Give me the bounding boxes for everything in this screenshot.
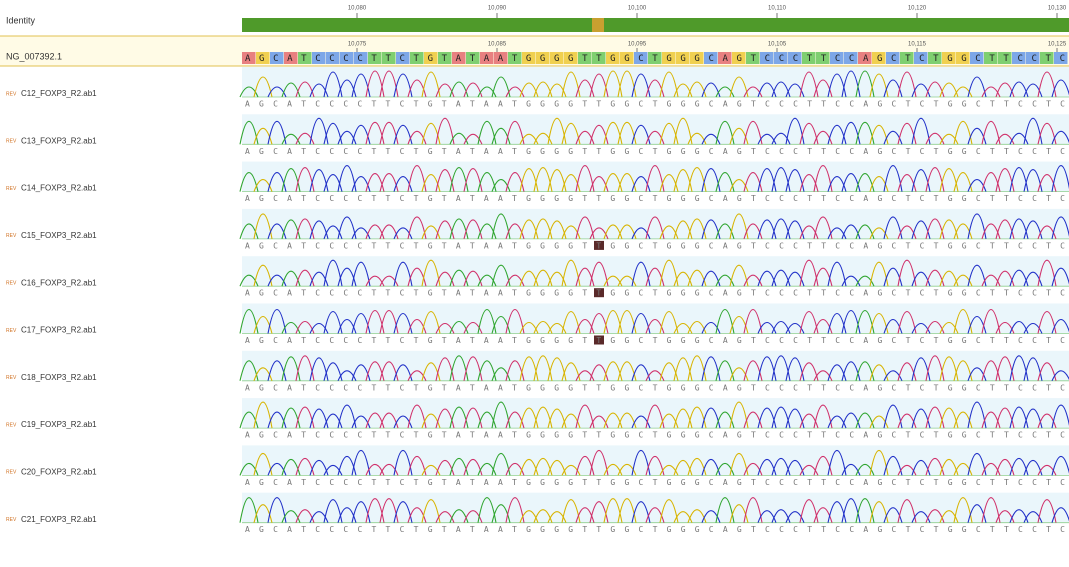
row-label: C21_FOXP3_R2.ab1 [21,515,97,524]
ruler-label: 10,095 [628,42,647,48]
row-tag: REV [6,139,17,145]
row-tag: REV [6,91,17,97]
ruler-label: 10,075 [348,42,367,48]
ruler-label: 10,080 [348,6,367,12]
ruler-label: 10,115 [908,42,927,48]
ruler-label: 10,105 [768,42,787,48]
alignment-view: Identity NG_007392.1 10,080 10,090 10,100 1… [0,0,1069,567]
row-tag: REV [6,281,17,287]
row-label: C17_FOXP3_R2.ab1 [21,326,97,335]
ruler-label: 10,110 [768,6,787,12]
row-tag: REV [6,186,17,192]
ruler-label: 10,120 [908,6,927,12]
row-tag: REV [6,375,17,381]
row-tag: REV [6,233,17,239]
row-label: C18_FOXP3_R2.ab1 [21,373,97,382]
row-tag: REV [6,422,17,428]
identity-label: Identity [6,15,36,25]
trace-band [242,351,1069,381]
row-label: C16_FOXP3_R2.ab1 [21,278,97,287]
ruler-label: 10,125 [1048,42,1067,48]
row-tag: REV [6,470,17,476]
trace-band [242,114,1069,144]
row-label: C12_FOXP3_R2.ab1 [21,89,97,98]
row-label: C15_FOXP3_R2.ab1 [21,231,97,240]
identity-bar [242,18,1069,32]
row-label: C19_FOXP3_R2.ab1 [21,420,97,429]
row-label: C20_FOXP3_R2.ab1 [21,468,97,477]
row-label: C14_FOXP3_R2.ab1 [21,184,97,193]
ruler-label: 10,090 [488,6,507,12]
ruler-label: 10,130 [1048,6,1067,12]
row-tag: REV [6,328,17,334]
reference-label: NG_007392.1 [6,51,62,61]
identity-dip [592,18,604,32]
ruler-label: 10,100 [628,6,647,12]
row-label: C13_FOXP3_R2.ab1 [21,136,97,145]
row-tag: REV [6,517,17,523]
trace-band [242,445,1069,475]
ruler-label: 10,085 [488,42,507,48]
